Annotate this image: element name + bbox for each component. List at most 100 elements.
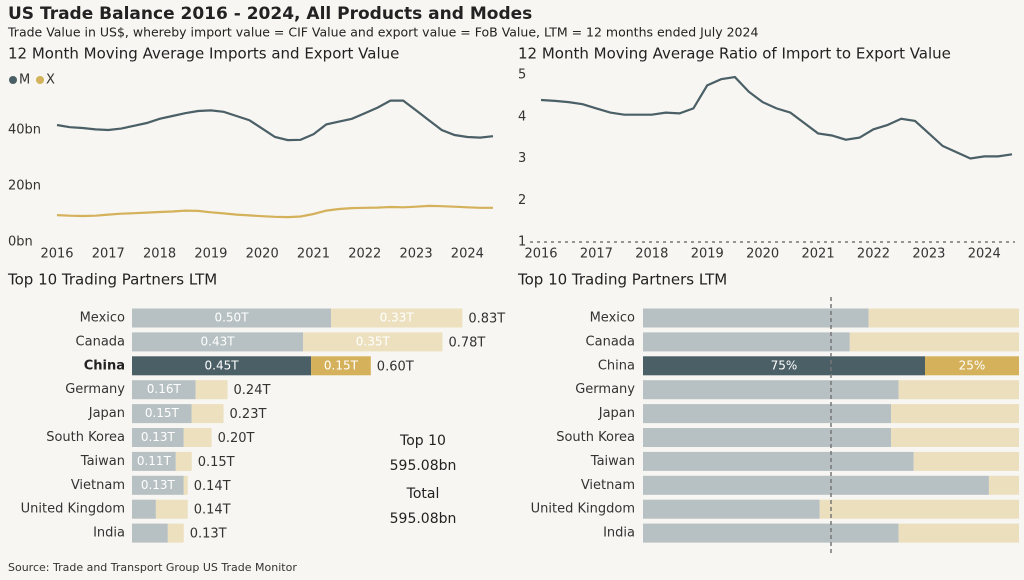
category-label: Japan xyxy=(88,406,125,421)
line xyxy=(56,99,494,142)
annotation: Total xyxy=(406,486,440,502)
annotation: Top 10 xyxy=(399,433,446,449)
category-label: India xyxy=(93,526,125,541)
category-label: United Kingdom xyxy=(21,502,125,517)
total-label: 0.23T xyxy=(230,407,267,422)
total-label: 0.20T xyxy=(218,431,255,446)
x-tick-label: 2020 xyxy=(246,247,279,262)
value-label: 0.13T xyxy=(141,478,176,492)
bar-segment xyxy=(132,380,196,400)
x-tick-label: 2019 xyxy=(194,247,227,262)
bar-segment xyxy=(132,356,312,376)
category-label: Vietnam xyxy=(71,478,125,493)
bar-segment xyxy=(132,428,184,447)
value-label: 75% xyxy=(771,358,798,372)
bar-segment xyxy=(191,404,224,424)
total-label: 0.78T xyxy=(448,335,485,350)
y-tick-label: 40bn xyxy=(8,123,41,138)
bar-segment xyxy=(819,499,1019,519)
bar-segment xyxy=(132,451,176,471)
value-label: 0.15T xyxy=(145,406,180,420)
category-label: China xyxy=(84,358,125,373)
x-tick-label: 2024 xyxy=(968,247,1001,262)
y-tick-label: 0bn xyxy=(8,235,33,250)
total-label: 0.13T xyxy=(190,527,227,542)
chart-title: Top 10 Trading Partners LTM xyxy=(517,271,727,289)
annotation: 595.08bn xyxy=(390,511,457,527)
bar-segment xyxy=(643,523,899,543)
x-tick-label: 2021 xyxy=(802,247,835,262)
chart-title: 12 Month Moving Average Ratio of Import … xyxy=(518,45,951,63)
category-label: Taiwan xyxy=(590,454,635,469)
bar-segment xyxy=(988,475,1019,495)
value-label: 0.13T xyxy=(141,430,176,444)
y-tick-label: 3 xyxy=(518,151,526,166)
bar-segment xyxy=(183,428,212,447)
value-label: 0.43T xyxy=(201,334,236,348)
chart-title: Top 10 Trading Partners LTM xyxy=(7,271,217,289)
bar-segment xyxy=(643,475,989,495)
y-tick-label: 20bn xyxy=(8,179,41,194)
bar-segment xyxy=(167,523,184,543)
legend-marker xyxy=(36,76,44,84)
x-tick-label: 2020 xyxy=(746,247,779,262)
bar-segment xyxy=(183,475,188,495)
x-tick-label: 2021 xyxy=(297,247,330,262)
annotation: 595.08bn xyxy=(390,458,457,474)
x-tick-label: 2023 xyxy=(400,247,433,262)
legend-marker xyxy=(9,76,17,84)
bar-segment xyxy=(132,308,331,328)
category-label: Germany xyxy=(65,382,125,397)
total-label: 0.60T xyxy=(377,359,414,374)
bar-segment xyxy=(913,451,1019,471)
bar-segment xyxy=(132,404,192,424)
total-label: 0.14T xyxy=(194,503,231,518)
y-tick-label: 2 xyxy=(518,193,526,208)
bar-segment xyxy=(898,523,1019,543)
total-label: 0.15T xyxy=(198,455,235,470)
bar-segment xyxy=(175,451,192,471)
bar-segment xyxy=(891,404,1019,424)
category-label: India xyxy=(603,526,635,541)
value-label: 0.16T xyxy=(147,382,182,396)
line xyxy=(540,75,1013,160)
bar-segment xyxy=(132,523,168,543)
source: Source: Trade and Transport Group US Tra… xyxy=(8,561,297,574)
category-label: Germany xyxy=(575,382,635,397)
category-label: Taiwan xyxy=(80,454,125,469)
line xyxy=(56,204,493,219)
x-tick-label: 2016 xyxy=(40,247,73,262)
category-label: United Kingdom xyxy=(531,502,635,517)
bar-segment xyxy=(643,308,869,328)
bar-segment xyxy=(132,332,304,352)
bar-segment xyxy=(925,356,1019,376)
bar-segment xyxy=(643,499,820,519)
bar-segment xyxy=(643,332,850,352)
bar-segment xyxy=(898,380,1019,400)
value-label: 0.50T xyxy=(214,311,249,325)
bar-segment xyxy=(643,451,914,471)
x-tick-label: 2022 xyxy=(857,247,890,262)
x-tick-label: 2017 xyxy=(580,247,613,262)
y-tick-label: 1 xyxy=(518,235,526,250)
category-label: Canada xyxy=(76,334,125,349)
total-label: 0.14T xyxy=(194,479,231,494)
x-tick-label: 2018 xyxy=(143,247,176,262)
category-label: Mexico xyxy=(80,311,125,326)
bar-segment xyxy=(868,308,1019,328)
legend-label: X xyxy=(46,73,55,88)
y-tick-label: 4 xyxy=(518,109,526,124)
bar-segment xyxy=(643,356,925,376)
x-tick-label: 2022 xyxy=(348,247,381,262)
bar-segment xyxy=(891,428,1019,447)
category-label: Mexico xyxy=(590,311,635,326)
category-label: South Korea xyxy=(46,430,125,445)
category-label: South Korea xyxy=(556,430,635,445)
value-label: 0.35T xyxy=(356,334,391,348)
bar-segment xyxy=(849,332,1019,352)
category-label: Canada xyxy=(586,334,635,349)
category-label: Japan xyxy=(598,406,635,421)
page-subtitle: Trade Value in US$, whereby import value… xyxy=(7,25,758,40)
x-tick-label: 2018 xyxy=(635,247,668,262)
